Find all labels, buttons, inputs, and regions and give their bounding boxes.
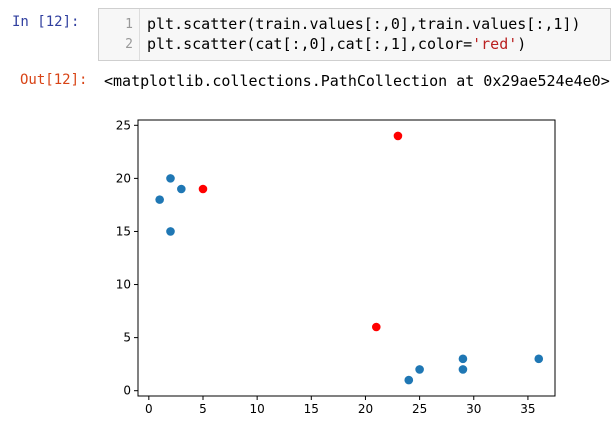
output-text: <matplotlib.collections.PathCollection a… <box>104 72 610 90</box>
axis-ticks: 0 5 10 15 20 25 30 35 0 5 10 15 20 25 <box>116 118 536 416</box>
y-tick-label: 25 <box>116 118 131 132</box>
plot-frame <box>137 119 556 397</box>
scatter-point <box>371 322 381 332</box>
code-line: plt.scatter(cat[:,0],cat[:,1],color='red… <box>147 35 526 53</box>
scatter-point <box>415 365 424 374</box>
code-line: plt.scatter(train.values[:,0],train.valu… <box>147 15 580 33</box>
scatter-point <box>177 184 186 194</box>
code-text: ) <box>517 35 527 53</box>
scatter-point <box>404 375 414 385</box>
scatter-point <box>393 131 403 141</box>
y-tick-label: 10 <box>116 278 131 292</box>
line-number-gutter: 1 2 <box>99 9 140 60</box>
x-tick-label: 35 <box>520 402 535 416</box>
scatter-point <box>166 227 175 236</box>
x-tick-label: 20 <box>358 402 373 416</box>
x-tick-label: 10 <box>250 402 265 416</box>
y-tick-label: 15 <box>116 224 131 238</box>
code-text: plt.scatter(train.values[:,0],train.valu… <box>147 15 581 33</box>
x-tick-label: 5 <box>199 402 207 416</box>
scatter-points <box>155 131 544 385</box>
x-tick-label: 0 <box>145 402 153 416</box>
line-number: 2 <box>125 37 133 52</box>
scatter-point <box>166 174 175 183</box>
x-tick-label: 25 <box>412 402 427 416</box>
line-number: 1 <box>125 17 133 32</box>
scatter-point <box>458 354 468 364</box>
scatter-point <box>458 365 468 374</box>
output-prompt: Out[12]: <box>20 72 88 88</box>
input-prompt: In [12]: <box>12 14 80 30</box>
code-string: 'red' <box>472 35 518 53</box>
y-tick-label: 20 <box>116 171 131 185</box>
scatter-point <box>198 184 208 194</box>
y-tick-label: 0 <box>123 384 131 398</box>
x-tick-label: 30 <box>466 402 481 416</box>
scatter-point <box>534 354 544 364</box>
x-tick-label: 15 <box>304 402 319 416</box>
code-cell-editor[interactable]: 1 2 plt.scatter(train.values[:,0],train.… <box>98 8 611 61</box>
y-tick-label: 5 <box>123 331 131 345</box>
scatter-point <box>155 195 164 204</box>
code-text: plt.scatter(cat[:,0],cat[:,1],color= <box>147 35 473 53</box>
